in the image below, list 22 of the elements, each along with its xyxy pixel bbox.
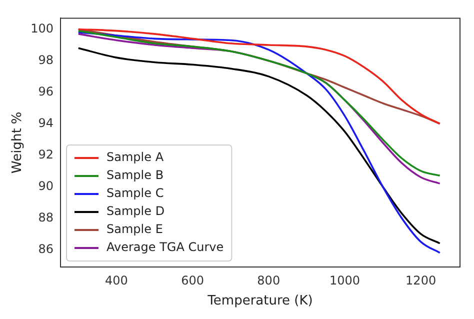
y-tick-label: 86: [38, 242, 54, 256]
legend-label: Average TGA Curve: [106, 240, 224, 254]
legend-label: Sample E: [106, 222, 163, 236]
legend-label: Sample B: [106, 168, 164, 182]
legend-label: Sample C: [106, 186, 164, 200]
legend-label: Sample D: [106, 204, 165, 218]
legend-label: Sample A: [106, 150, 164, 164]
y-tick-label: 98: [38, 52, 54, 67]
y-tick-label: 90: [38, 178, 54, 193]
x-tick-label: 1000: [329, 273, 360, 288]
line-series: [77, 28, 441, 125]
x-tick-label: 1200: [406, 273, 436, 288]
y-tick-label: 100: [30, 21, 54, 36]
x-tick-label: 600: [181, 273, 204, 288]
x-tick-label: 800: [257, 273, 280, 288]
y-tick-label: 94: [38, 116, 54, 130]
y-tick-label: 92: [38, 147, 54, 162]
y-tick-label: 96: [38, 84, 54, 98]
x-tick-label: 400: [104, 273, 128, 288]
x-axis-title: Temperature (K): [206, 294, 313, 309]
y-axis-title: Weight %: [10, 112, 26, 174]
y-tick-label: 88: [38, 210, 54, 224]
